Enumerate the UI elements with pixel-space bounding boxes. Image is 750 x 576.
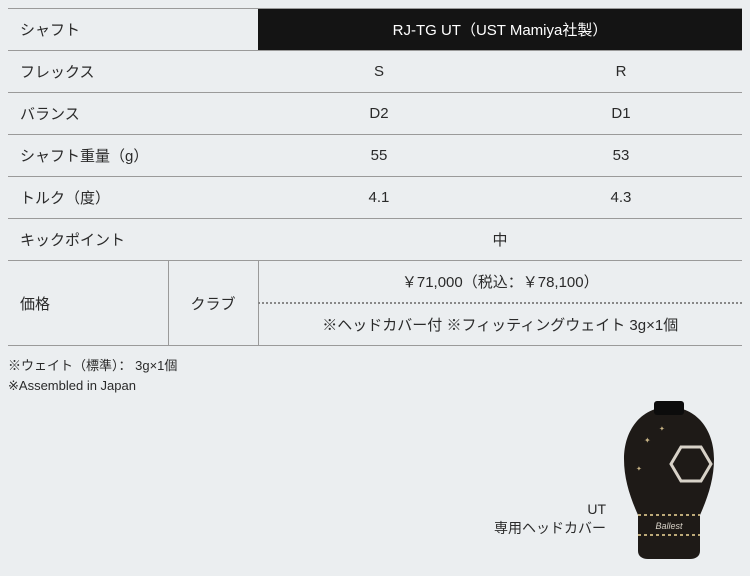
label-weight: シャフト重量（g） — [8, 135, 258, 177]
label-balance: バランス — [8, 93, 258, 135]
svg-text:Ballest: Ballest — [655, 521, 683, 531]
row-weight: シャフト重量（g） 55 53 — [8, 135, 742, 177]
label-torque: トルク（度） — [8, 177, 258, 219]
row-kick: キックポイント 中 — [8, 219, 742, 261]
headcover-caption: UT 専用ヘッドカバー — [494, 500, 606, 539]
label-flex: フレックス — [8, 51, 258, 93]
spec-table: シャフト RJ-TG UT（UST Mamiya社製） フレックス S R バラ… — [8, 8, 742, 346]
value-weight-s: 55 — [258, 135, 500, 177]
footnotes: ※ウェイト（標準）： 3g×1個 ※Assembled in Japan — [8, 356, 742, 395]
value-balance-s: D2 — [258, 93, 500, 135]
value-flex-r: R — [500, 51, 742, 93]
value-balance-r: D1 — [500, 93, 742, 135]
value-flex-s: S — [258, 51, 500, 93]
headcover-section: UT 専用ヘッドカバー ✦ ✦ ✦ Ballest — [8, 401, 742, 561]
value-price-note: ※ヘッドカバー付 ※フィッティングウェイト 3g×1個 — [258, 303, 742, 346]
footnote-1: ※ウェイト（標準）： 3g×1個 — [8, 356, 742, 376]
svg-text:✦: ✦ — [636, 465, 642, 473]
value-price: ￥71,000（税込：￥78,100） — [258, 261, 742, 304]
row-balance: バランス D2 D1 — [8, 93, 742, 135]
svg-text:✦: ✦ — [644, 436, 651, 445]
label-shaft: シャフト — [8, 9, 258, 51]
value-torque-s: 4.1 — [258, 177, 500, 219]
value-shaft: RJ-TG UT（UST Mamiya社製） — [258, 9, 742, 51]
row-flex: フレックス S R — [8, 51, 742, 93]
row-torque: トルク（度） 4.1 4.3 — [8, 177, 742, 219]
label-club: クラブ — [168, 261, 258, 346]
footnote-2: ※Assembled in Japan — [8, 376, 742, 396]
headcover-icon: ✦ ✦ ✦ Ballest — [614, 401, 724, 561]
value-weight-r: 53 — [500, 135, 742, 177]
label-price: 価格 — [8, 261, 168, 346]
label-kick: キックポイント — [8, 219, 258, 261]
svg-text:✦: ✦ — [659, 425, 665, 433]
row-shaft: シャフト RJ-TG UT（UST Mamiya社製） — [8, 9, 742, 51]
headcover-caption-line2: 専用ヘッドカバー — [494, 519, 606, 539]
value-kick: 中 — [258, 219, 742, 261]
row-price-1: 価格 クラブ ￥71,000（税込：￥78,100） — [8, 261, 742, 304]
headcover-caption-line1: UT — [494, 500, 606, 520]
value-torque-r: 4.3 — [500, 177, 742, 219]
